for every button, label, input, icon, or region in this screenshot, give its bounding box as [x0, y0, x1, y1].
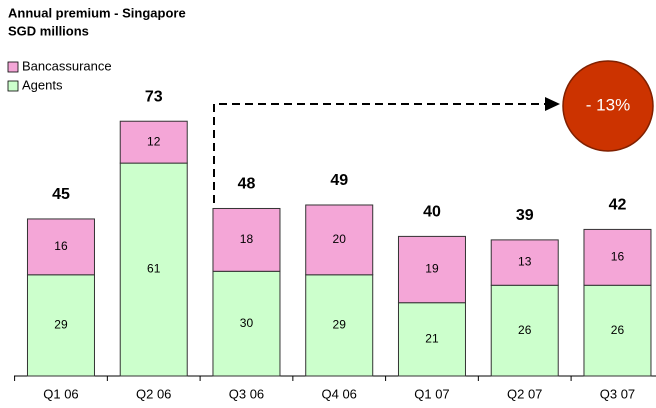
trend-arrow: [213, 103, 545, 203]
total-label: 40: [423, 204, 441, 221]
legend-label: Bancassurance: [22, 58, 112, 73]
x-tick-label: Q3 07: [600, 386, 635, 401]
bar-segment: [119, 120, 188, 164]
segment-label: 26: [518, 323, 532, 337]
bar-segment: [119, 162, 188, 377]
chart-subtitle: SGD millions: [8, 23, 89, 38]
segment-label: 19: [425, 262, 439, 276]
legend-swatch: [7, 80, 19, 92]
bar-segment: [490, 239, 559, 286]
total-label: 73: [145, 88, 163, 105]
change-badge: [562, 60, 654, 152]
segment-label: 29: [333, 318, 347, 332]
x-tick-label: Q4 06: [322, 386, 357, 401]
bar-segment: [397, 302, 466, 377]
segment-label: 29: [54, 318, 68, 332]
bar-segment: [305, 204, 374, 276]
legend-swatch: [7, 61, 19, 73]
x-tick-label: Q3 06: [229, 386, 264, 401]
arrow-head: [545, 97, 560, 111]
x-tick-label: Q1 06: [43, 386, 78, 401]
x-tick-label: Q2 06: [136, 386, 171, 401]
total-label: 39: [516, 207, 534, 224]
legend: Bancassurance Agents: [7, 58, 112, 92]
legend-label: Agents: [22, 77, 63, 92]
bar-segment: [583, 228, 652, 286]
total-label: 49: [330, 172, 348, 189]
segment-label: 18: [240, 232, 254, 246]
bar-segment: [490, 284, 559, 377]
change-label: - 13%: [586, 95, 630, 114]
segment-label: 20: [333, 232, 347, 246]
segment-label: 12: [147, 134, 161, 148]
segment-label: 16: [54, 239, 68, 253]
bar-segment: [583, 284, 652, 377]
x-tick-label: Q1 07: [414, 386, 449, 401]
total-label: 45: [52, 186, 70, 203]
segment-label: 61: [147, 262, 161, 276]
segment-label: 30: [240, 316, 254, 330]
segment-label: 16: [611, 250, 625, 264]
bar-segment: [212, 270, 281, 377]
chart-title: Annual premium - Singapore: [8, 5, 186, 20]
x-tick-label: Q2 07: [507, 386, 542, 401]
total-label: 42: [609, 197, 627, 214]
segment-label: 13: [518, 255, 532, 269]
bar-segment: [26, 274, 95, 377]
bar-segment: [26, 218, 95, 276]
bar-segment: [305, 274, 374, 377]
segment-label: 21: [425, 332, 439, 346]
bar-segment: [212, 207, 281, 272]
total-label: 48: [238, 176, 256, 193]
segment-label: 26: [611, 323, 625, 337]
bar-segment: [397, 235, 466, 304]
